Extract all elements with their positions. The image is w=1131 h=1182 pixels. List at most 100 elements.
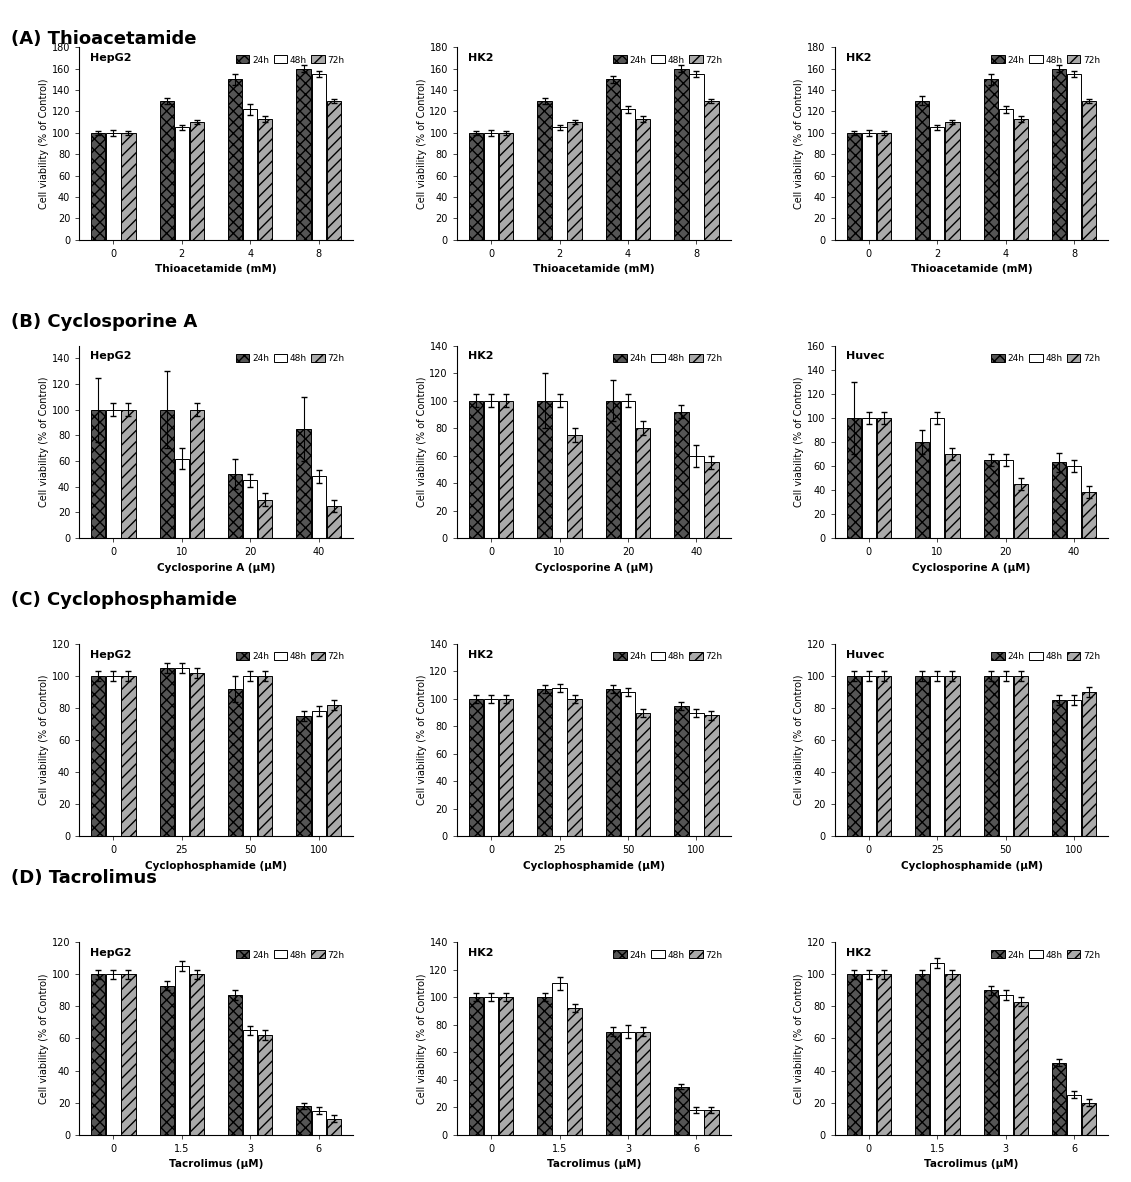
Bar: [877, 676, 891, 837]
Bar: [484, 998, 499, 1135]
Bar: [327, 1118, 340, 1135]
Bar: [606, 689, 620, 837]
Y-axis label: Cell viability (% of Control): Cell viability (% of Control): [38, 675, 49, 805]
Bar: [106, 676, 121, 837]
Bar: [621, 691, 636, 837]
Bar: [106, 974, 121, 1135]
Bar: [174, 459, 189, 538]
Text: HK2: HK2: [846, 53, 871, 63]
Y-axis label: Cell viability (% of Control): Cell viability (% of Control): [38, 78, 49, 209]
Bar: [1013, 676, 1028, 837]
Bar: [296, 69, 311, 240]
Bar: [296, 716, 311, 837]
Bar: [311, 712, 326, 837]
Bar: [568, 435, 581, 538]
X-axis label: Tacrolimus (μM): Tacrolimus (μM): [546, 1160, 641, 1169]
Y-axis label: Cell viability (% of Control): Cell viability (% of Control): [416, 973, 426, 1104]
Bar: [159, 668, 174, 837]
X-axis label: Cyclosporine A (μM): Cyclosporine A (μM): [535, 563, 653, 572]
Bar: [121, 676, 136, 837]
Bar: [552, 983, 567, 1135]
Bar: [636, 713, 650, 837]
Bar: [537, 998, 552, 1135]
Y-axis label: Cell viability (% of Control): Cell viability (% of Control): [38, 973, 49, 1104]
Text: HK2: HK2: [468, 351, 493, 362]
Bar: [621, 401, 636, 538]
X-axis label: Thioacetamide (mM): Thioacetamide (mM): [533, 265, 655, 274]
Text: (B) Cyclosporine A: (B) Cyclosporine A: [11, 313, 198, 331]
Y-axis label: Cell viability (% of Control): Cell viability (% of Control): [416, 377, 426, 507]
Bar: [984, 676, 998, 837]
Bar: [228, 79, 242, 240]
Y-axis label: Cell viability (% of Control): Cell viability (% of Control): [794, 78, 804, 209]
X-axis label: Cyclosporine A (μM): Cyclosporine A (μM): [913, 563, 1030, 572]
Bar: [946, 676, 959, 837]
Bar: [311, 74, 326, 240]
Bar: [469, 401, 483, 538]
Bar: [228, 689, 242, 837]
Legend: 24h, 48h, 72h: 24h, 48h, 72h: [987, 947, 1104, 963]
Bar: [674, 69, 689, 240]
Text: HepG2: HepG2: [90, 351, 131, 362]
Bar: [847, 132, 861, 240]
Bar: [1013, 483, 1028, 538]
Bar: [1052, 462, 1067, 538]
Bar: [877, 974, 891, 1135]
Bar: [930, 417, 944, 538]
X-axis label: Cyclosporine A (μM): Cyclosporine A (μM): [157, 563, 275, 572]
Bar: [327, 100, 340, 240]
Bar: [930, 128, 944, 240]
Bar: [1082, 1103, 1096, 1135]
Bar: [915, 676, 930, 837]
Text: HK2: HK2: [846, 948, 871, 959]
Bar: [552, 401, 567, 538]
Text: (A) Thioacetamide: (A) Thioacetamide: [11, 30, 197, 47]
Legend: 24h, 48h, 72h: 24h, 48h, 72h: [610, 350, 726, 366]
Bar: [121, 410, 136, 538]
Bar: [705, 1110, 718, 1135]
Legend: 24h, 48h, 72h: 24h, 48h, 72h: [610, 947, 726, 963]
Bar: [636, 119, 650, 240]
Legend: 24h, 48h, 72h: 24h, 48h, 72h: [232, 649, 348, 664]
Bar: [484, 401, 499, 538]
Bar: [568, 1008, 581, 1135]
Bar: [258, 676, 273, 837]
Bar: [606, 401, 620, 538]
Bar: [92, 974, 105, 1135]
Bar: [296, 429, 311, 538]
Legend: 24h, 48h, 72h: 24h, 48h, 72h: [987, 350, 1104, 366]
Y-axis label: Cell viability (% of Control): Cell viability (% of Control): [794, 973, 804, 1104]
Bar: [469, 998, 483, 1135]
Text: Huvec: Huvec: [846, 351, 884, 362]
Bar: [499, 132, 513, 240]
Bar: [930, 676, 944, 837]
X-axis label: Cyclophosphamide (μM): Cyclophosphamide (μM): [900, 860, 1043, 871]
Bar: [499, 998, 513, 1135]
Text: HepG2: HepG2: [90, 53, 131, 63]
Bar: [121, 974, 136, 1135]
Bar: [121, 132, 136, 240]
Bar: [1067, 700, 1081, 837]
Bar: [174, 967, 189, 1135]
Bar: [296, 1106, 311, 1135]
Bar: [606, 1032, 620, 1135]
Bar: [1067, 74, 1081, 240]
Bar: [92, 410, 105, 538]
Bar: [674, 706, 689, 837]
Bar: [243, 1031, 258, 1135]
Bar: [946, 974, 959, 1135]
Bar: [877, 417, 891, 538]
Bar: [159, 410, 174, 538]
Bar: [327, 506, 340, 538]
Bar: [537, 689, 552, 837]
Bar: [606, 79, 620, 240]
Y-axis label: Cell viability (% of Control): Cell viability (% of Control): [794, 377, 804, 507]
Bar: [999, 460, 1013, 538]
Bar: [862, 132, 877, 240]
Legend: 24h, 48h, 72h: 24h, 48h, 72h: [232, 350, 348, 366]
Bar: [484, 132, 499, 240]
Bar: [705, 100, 718, 240]
Bar: [636, 1032, 650, 1135]
X-axis label: Tacrolimus (μM): Tacrolimus (μM): [169, 1160, 264, 1169]
Bar: [243, 109, 258, 240]
